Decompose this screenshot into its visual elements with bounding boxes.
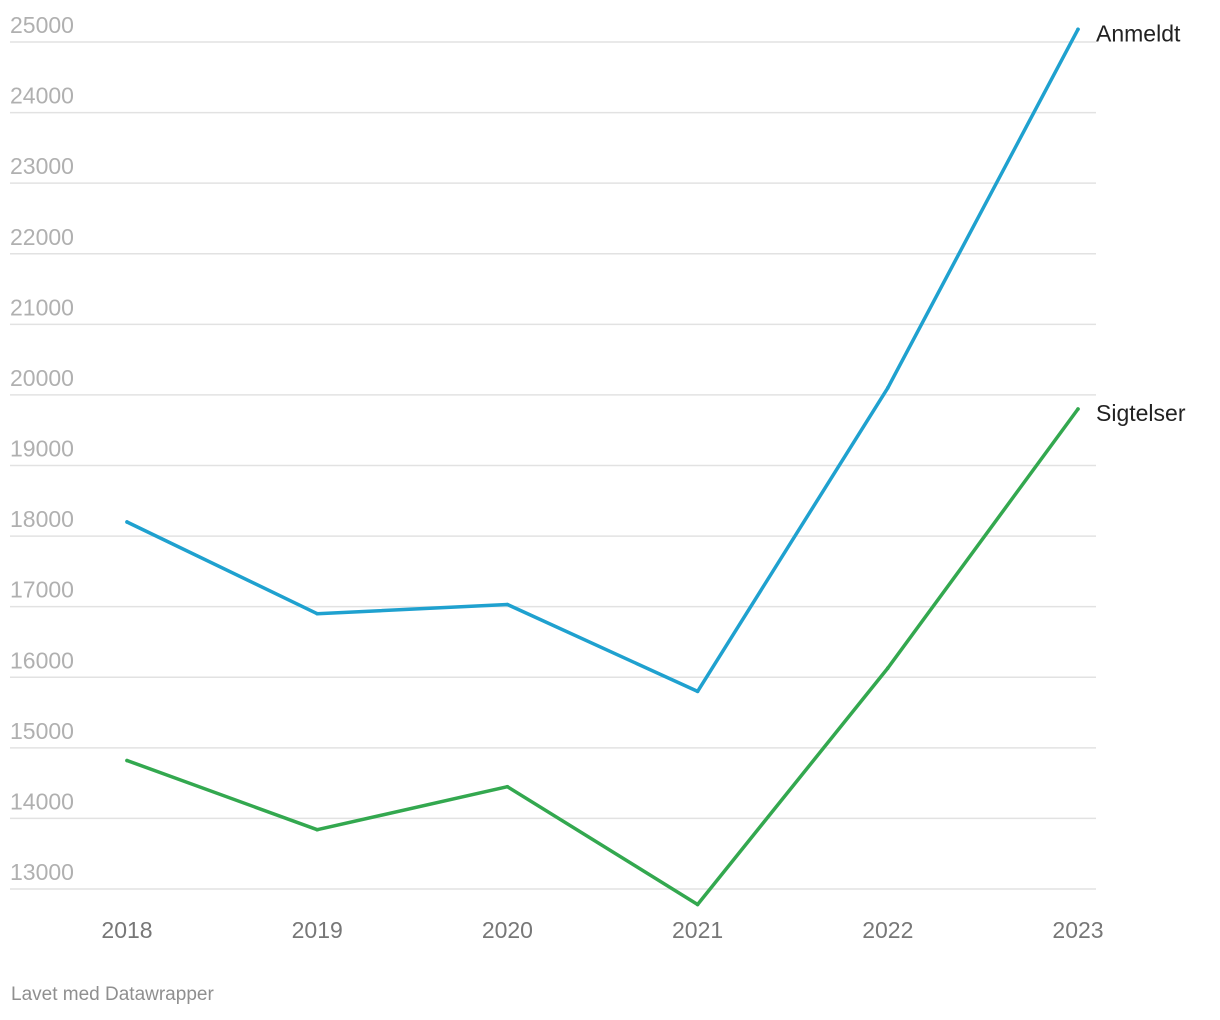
- y-tick-label: 25000: [10, 12, 74, 38]
- footer-credit: Lavet med Datawrapper: [11, 984, 214, 1005]
- x-tick-label: 2018: [101, 917, 152, 943]
- y-tick-label: 23000: [10, 153, 74, 179]
- y-tick-label: 13000: [10, 859, 74, 885]
- series-label-sigtelser: Sigtelser: [1096, 400, 1186, 426]
- data-point-sigtelser-2022: [886, 666, 890, 670]
- x-tick-label: 2022: [862, 917, 913, 943]
- y-tick-label: 20000: [10, 365, 74, 391]
- y-tick-label: 15000: [10, 718, 74, 744]
- data-point-sigtelser-2018: [125, 758, 129, 763]
- data-point-anmeldt-2019: [315, 611, 320, 616]
- x-axis-ticks: 2018 2019 2020 2021 2022 2023: [101, 917, 1103, 943]
- y-axis-ticks: 13000 14000 15000 16000 17000 18000 19000 20000…: [10, 12, 74, 885]
- x-tick-label: 2021: [672, 917, 723, 943]
- y-tick-label: 18000: [10, 506, 74, 532]
- data-point-sigtelser-2020: [505, 784, 510, 789]
- data-point-sigtelser-2021: [695, 902, 700, 907]
- data-point-sigtelser-2019: [315, 827, 320, 832]
- y-tick-label: 17000: [10, 577, 74, 603]
- data-point-anmeldt-2021: [695, 689, 700, 694]
- x-tick-label: 2019: [292, 917, 343, 943]
- y-tick-label: 16000: [10, 647, 74, 673]
- data-point-anmeldt-2020: [505, 602, 510, 607]
- series-labels: Anmeldt Sigtelser: [1096, 20, 1186, 426]
- y-tick-label: 14000: [10, 788, 74, 814]
- y-tick-label: 24000: [10, 83, 74, 109]
- data-point-anmeldt-2023: [1076, 27, 1080, 32]
- x-tick-label: 2023: [1052, 917, 1103, 943]
- data-point-anmeldt-2018: [125, 520, 129, 524]
- data-point-anmeldt-2022: [886, 386, 890, 390]
- series-label-anmeldt: Anmeldt: [1096, 20, 1181, 46]
- y-tick-label: 21000: [10, 294, 74, 320]
- x-tick-label: 2020: [482, 917, 533, 943]
- data-point-sigtelser-2023: [1076, 407, 1080, 411]
- series-line-anmeldt: [125, 27, 1080, 694]
- y-tick-label: 22000: [10, 224, 74, 250]
- grid-lines: [10, 41, 1096, 890]
- series-lines: [125, 27, 1080, 907]
- series-line-sigtelser: [125, 407, 1080, 907]
- y-tick-label: 19000: [10, 436, 74, 462]
